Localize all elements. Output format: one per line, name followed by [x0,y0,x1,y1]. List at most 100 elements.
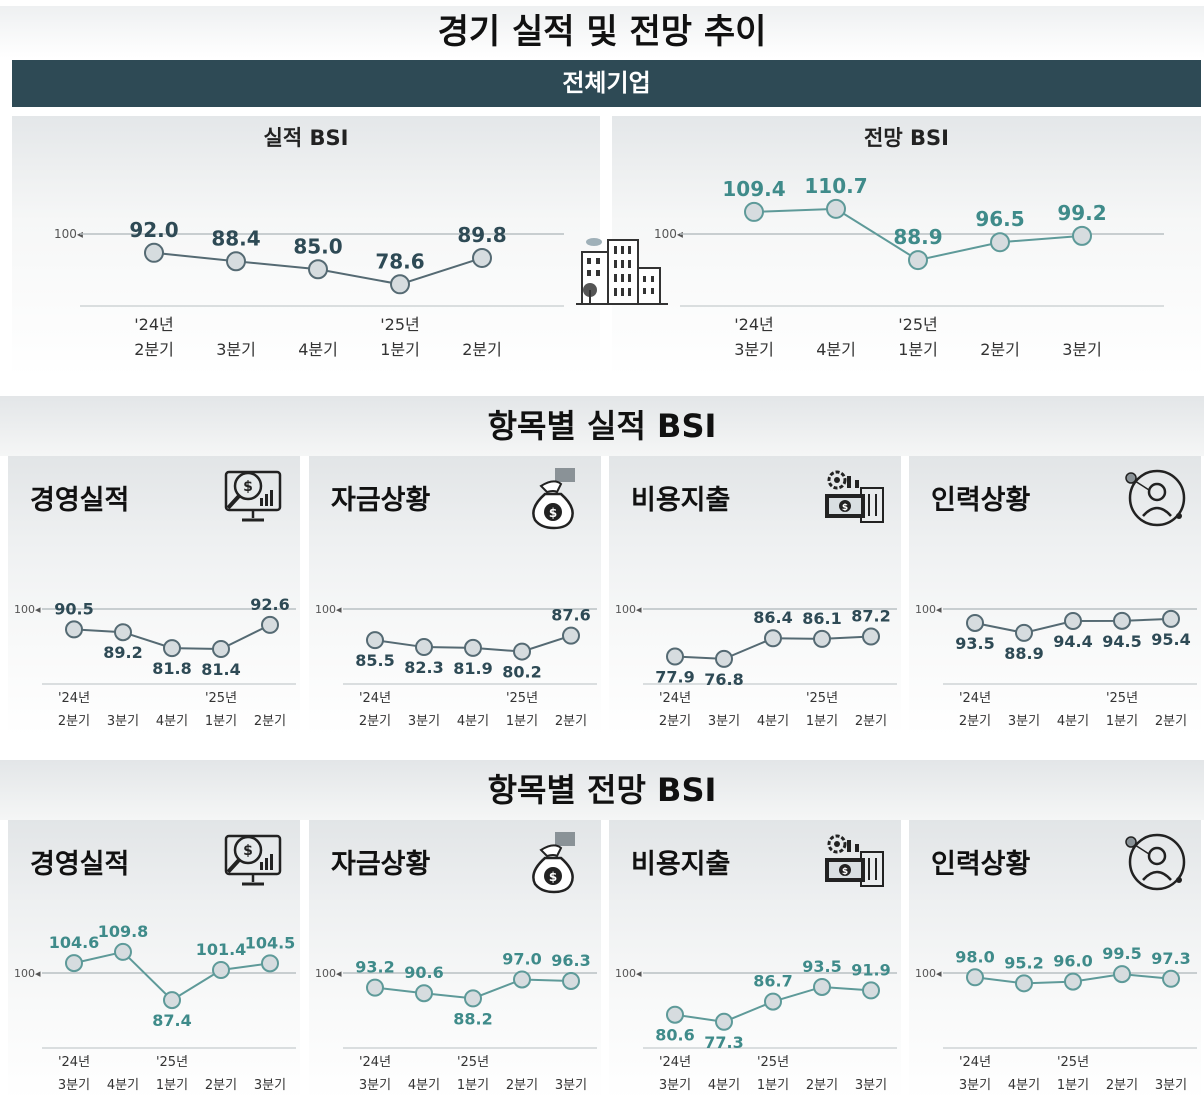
data-point [472,247,492,268]
results-manpower-card: 인력상황 100◂ 93.5 88.9 94.4 94.5 95.4 '24년 2분기 3분기 4… [909,456,1201,736]
tick-label-quarter: 1분기 [898,340,938,359]
svg-text:$: $ [243,843,253,859]
tick-label-year: '25년 [205,691,237,706]
tick-label-quarter: 2분기 [205,1078,237,1093]
tick-label-year: '24년 [58,1055,90,1070]
data-label: 110.7 [804,174,867,198]
data-label: 92.6 [250,595,289,614]
money-bag-icon: $ [532,832,575,894]
data-label: 80.2 [502,663,541,682]
tick-label-year: '25년 [1106,691,1138,706]
tick-label-quarter: 2분기 [462,340,502,359]
data-point [464,989,482,1008]
data-label: 80.6 [655,1026,694,1045]
data-label: 97.3 [1151,949,1190,968]
data-point [744,201,764,222]
data-point [764,992,782,1011]
tick-label-quarter: 2분기 [359,714,391,729]
tick-label-year: '25년 [380,315,419,334]
card-header: 인력상황 [909,820,1201,900]
data-label: 81.9 [453,659,492,678]
data-point [826,198,846,219]
data-label: 88.9 [893,225,942,249]
results-management-chart: 100◂ 90.5 89.2 81.8 81.4 92.6 '24년 2분기 3분기 4분기 '25… [14,595,296,729]
tick-label-quarter: 1분기 [806,714,838,729]
card-header: 자금상황 $ [309,456,601,536]
tick-label-year: '24년 [359,1055,391,1070]
data-label: 81.4 [201,660,240,679]
overall-outlook-panel: 전망 BSI 100◂ 109.4 110.7 88.9 96.5 99.2 '24년 3분기… [612,116,1201,378]
overall-outlook-title: 전망 BSI [864,126,949,150]
tick-label-quarter: 2분기 [855,714,887,729]
data-point [813,977,831,996]
data-point [562,971,580,990]
data-point [990,232,1010,253]
data-label: 93.5 [802,957,841,976]
reference-label: 100◂ [14,967,41,980]
tick-label-quarter: 2분기 [959,714,991,729]
tick-label-quarter: 2분기 [1155,714,1187,729]
overall-results-chart: 100◂ 92.0 88.4 85.0 78.6 89.8 '24년 2분기 3분기 4분기 '25… [54,218,564,359]
tick-label-quarter: 2분기 [1106,1078,1138,1093]
reference-label: 100◂ [54,227,83,241]
data-label: 104.6 [49,933,100,952]
data-point [666,1005,684,1024]
tick-label-year: '25년 [457,1055,489,1070]
tick-label-quarter: 1분기 [506,714,538,729]
data-label: 77.3 [704,1033,743,1052]
card-label-funds: 자금상황 [331,485,431,516]
tick-label-quarter: 3분기 [855,1078,887,1093]
page-title: 경기 실적 및 전망 추이 [0,6,1204,58]
results-spending-chart: 100◂ 77.9 76.8 86.4 86.1 87.2 '24년 2분기 3분기 4분기 '25… [615,603,897,729]
data-label: 88.2 [453,1009,492,1028]
svg-text:$: $ [549,506,557,520]
svg-text:$: $ [549,870,557,884]
tick-label-year: '25년 [806,691,838,706]
card-header: 경영실적 $ [8,456,300,536]
tick-label-year: '24년 [134,315,173,334]
data-label: 95.2 [1004,953,1043,972]
data-label: 92.0 [129,218,178,242]
data-label: 89.8 [457,223,506,247]
data-label: 97.0 [502,949,541,968]
data-label: 99.5 [1102,944,1141,963]
magnifier-dollar-chart-icon: $ [224,834,282,886]
data-label: 86.4 [753,608,792,627]
tick-label-quarter: 3분기 [734,340,774,359]
results-spending-card: 비용지출 $ 100◂ 77.9 76.8 86.4 86.1 87.2 '24년 2분기 3분… [609,456,901,736]
data-label: 87.2 [851,607,890,626]
tick-label-quarter: 1분기 [757,1078,789,1093]
data-label: 95.4 [1151,630,1190,649]
tick-label-quarter: 1분기 [205,714,237,729]
data-label: 88.9 [1004,644,1043,663]
gear-factory-money-icon: $ [825,470,884,523]
tick-label-year: '25년 [898,315,937,334]
data-point [715,649,733,668]
tick-label-quarter: 4분기 [757,714,789,729]
data-point [261,954,279,973]
data-label: 94.4 [1053,632,1092,651]
data-label: 78.6 [375,249,424,273]
tick-label-quarter: 1분기 [457,1078,489,1093]
tick-label-year: '25년 [1057,1055,1089,1070]
tick-label-quarter: 3분기 [959,1078,991,1093]
data-point [715,1012,733,1031]
data-label: 89.2 [103,643,142,662]
reference-label: 100◂ [315,967,342,980]
tick-label-quarter: 4분기 [816,340,856,359]
data-label: 85.5 [355,651,394,670]
tick-label-year: '25년 [506,691,538,706]
magnifier-dollar-chart-icon: $ [224,470,282,522]
card-header: 경영실적 $ [8,820,300,900]
card-header: 인력상황 [909,456,1201,536]
data-point [966,613,984,632]
tick-label-quarter: 2분기 [254,714,286,729]
data-point [1015,623,1033,642]
tick-label-quarter: 3분기 [708,714,740,729]
data-point [163,639,181,658]
data-point [513,970,531,989]
tick-label-quarter: 3분기 [555,1078,587,1093]
outlook-section-title: 항목별 전망 BSI [0,760,1204,820]
office-building-icon [576,238,668,305]
section-banner: 전체기업 [12,60,1201,107]
